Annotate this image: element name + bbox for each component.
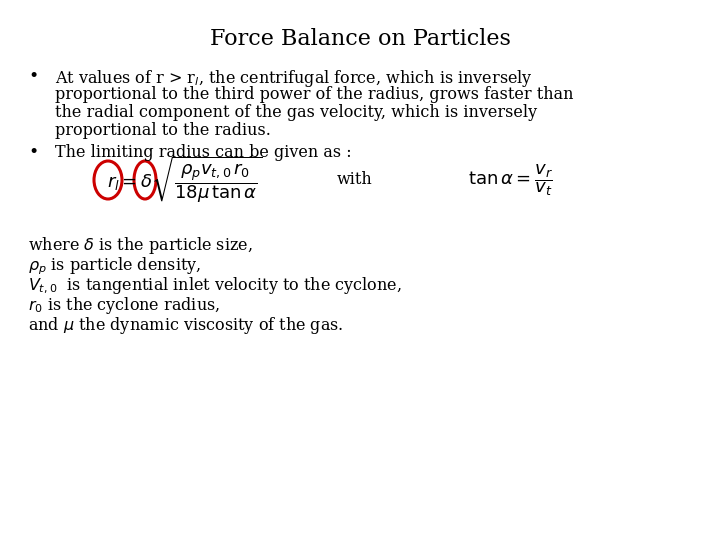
Text: $\tan\alpha = \dfrac{v_r}{v_t}$: $\tan\alpha = \dfrac{v_r}{v_t}$	[467, 162, 552, 198]
Text: At values of r > r$_l$, the centrifugal force, which is inversely: At values of r > r$_l$, the centrifugal …	[55, 68, 533, 89]
Text: with: with	[337, 172, 373, 188]
Text: and $\mu$ the dynamic viscosity of the gas.: and $\mu$ the dynamic viscosity of the g…	[28, 315, 343, 336]
Text: $r_l = \delta\sqrt{\dfrac{\rho_p v_{t,0}\,r_0}{18\mu\,\tan\alpha}}$: $r_l = \delta\sqrt{\dfrac{\rho_p v_{t,0}…	[107, 154, 263, 206]
Text: The limiting radius can be given as :: The limiting radius can be given as :	[55, 144, 351, 161]
Text: proportional to the radius.: proportional to the radius.	[55, 122, 271, 139]
Text: •: •	[28, 68, 38, 85]
Text: $V_{t,0}$  is tangential inlet velocity to the cyclone,: $V_{t,0}$ is tangential inlet velocity t…	[28, 275, 402, 296]
Text: $r_0$ is the cyclone radius,: $r_0$ is the cyclone radius,	[28, 295, 220, 316]
Text: Force Balance on Particles: Force Balance on Particles	[210, 28, 510, 50]
Text: $\rho_p$ is particle density,: $\rho_p$ is particle density,	[28, 255, 201, 276]
Text: the radial component of the gas velocity, which is inversely: the radial component of the gas velocity…	[55, 104, 537, 121]
Text: where $\delta$ is the particle size,: where $\delta$ is the particle size,	[28, 235, 253, 256]
Text: •: •	[28, 144, 38, 161]
Text: proportional to the third power of the radius, grows faster than: proportional to the third power of the r…	[55, 86, 574, 103]
